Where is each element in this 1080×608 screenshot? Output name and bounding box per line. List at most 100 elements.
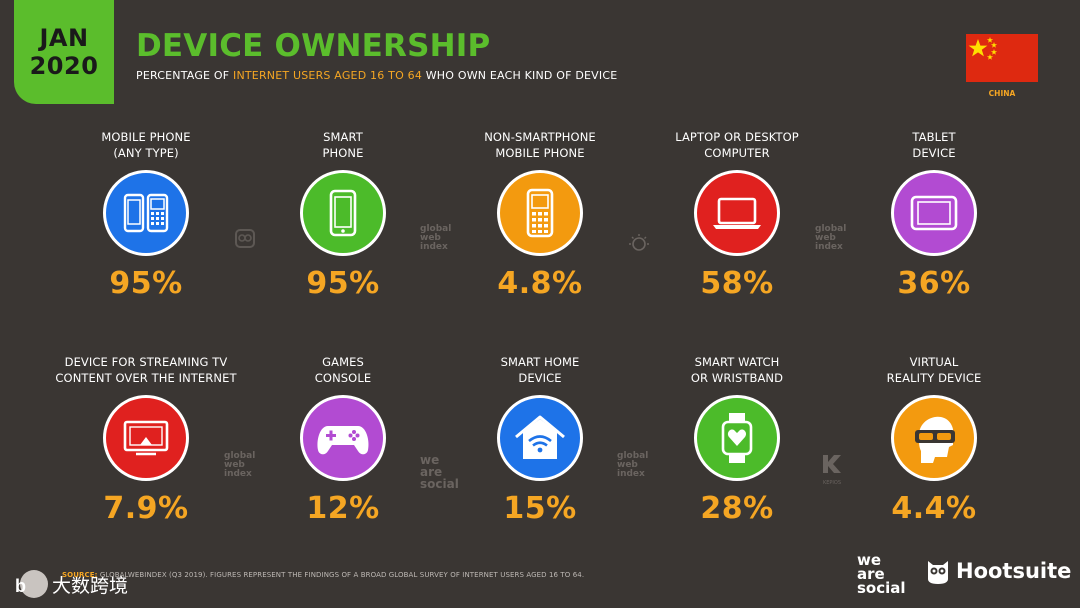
device-card-mobile-phone: MOBILE PHONE (ANY TYPE) 95% <box>53 129 239 301</box>
device-label-line2: (ANY TYPE) <box>113 146 179 160</box>
smartphone-icon <box>300 170 386 256</box>
device-label-line1: LAPTOP OR DESKTOP <box>675 130 799 144</box>
gwi-line3: index <box>617 469 645 479</box>
gwi-watermark: global web index <box>224 452 255 479</box>
device-card-streaming-tv: DEVICE FOR STREAMING TV CONTENT OVER THE … <box>53 354 239 526</box>
gamepad-icon <box>300 395 386 481</box>
device-label-line1: SMART <box>323 130 363 144</box>
gwi-line1: global <box>224 451 256 461</box>
device-label-line1: TABLET <box>912 130 956 144</box>
gwi-line1: global <box>617 451 649 461</box>
device-label: GAMES CONSOLE <box>250 354 436 386</box>
device-label: DEVICE FOR STREAMING TV CONTENT OVER THE … <box>53 354 239 386</box>
corner-logo-icon: b <box>15 570 48 598</box>
vr-headset-icon <box>891 395 977 481</box>
corner-logo: b 大数跨境 <box>8 566 128 602</box>
device-label: MOBILE PHONE (ANY TYPE) <box>53 129 239 161</box>
date-year: 2020 <box>29 52 99 80</box>
gwi-line2: web <box>617 460 638 470</box>
device-label-line1: GAMES <box>322 355 364 369</box>
device-value: 15% <box>503 491 577 526</box>
device-label-line1: SMART HOME <box>500 355 580 369</box>
device-card-non-smartphone: NON-SMARTPHONE MOBILE PHONE 4.8% <box>447 129 633 301</box>
date-month: JAN <box>39 24 89 52</box>
device-value: 58% <box>700 266 774 301</box>
device-label: SMART WATCH OR WRISTBAND <box>644 354 830 386</box>
gwi-line3: index <box>420 242 448 252</box>
device-card-games-console: GAMES CONSOLE 12% <box>250 354 436 526</box>
brand-we-line1: we <box>857 551 882 569</box>
device-label-line2: PHONE <box>322 146 364 160</box>
page-title: DEVICE OWNERSHIP <box>136 28 491 64</box>
device-label-line2: DEVICE <box>518 371 562 385</box>
source-text: GLOBALWEBINDEX (Q3 2019). FIGURES REPRES… <box>97 571 585 579</box>
brand-we-line3: social <box>857 579 906 597</box>
gwi-watermark: global web index <box>617 452 648 479</box>
we-are-social-logo: we are social <box>857 551 906 597</box>
gwi-line2: web <box>420 233 441 243</box>
device-label: NON-SMARTPHONE MOBILE PHONE <box>447 129 633 161</box>
page-subtitle: PERCENTAGE OF INTERNET USERS AGED 16 TO … <box>136 69 617 82</box>
hootsuite-label: Hootsuite <box>956 559 1072 583</box>
device-card-tablet: TABLET DEVICE 36% <box>841 129 1027 301</box>
we-line2: are <box>420 465 443 479</box>
streaming-tv-icon <box>103 395 189 481</box>
gwi-watermark: global web index <box>420 225 451 252</box>
device-label-line2: REALITY DEVICE <box>886 371 982 385</box>
hootsuite-owl-watermark-icon <box>234 227 256 253</box>
device-label-line2: CONTENT OVER THE INTERNET <box>55 371 237 385</box>
subtitle-pre: PERCENTAGE OF <box>136 69 233 82</box>
device-label-line1: SMART WATCH <box>694 355 780 369</box>
feature-phone-icon <box>497 170 583 256</box>
device-label: SMART HOME DEVICE <box>447 354 633 386</box>
owl-icon <box>928 561 948 584</box>
laptop-icon <box>694 170 780 256</box>
gwi-line1: global <box>815 224 847 234</box>
device-label: VIRTUAL REALITY DEVICE <box>841 354 1027 386</box>
smartwatch-icon <box>694 395 780 481</box>
device-label-line1: NON-SMARTPHONE <box>484 130 596 144</box>
device-card-smart-home: SMART HOME DEVICE 15% <box>447 354 633 526</box>
china-flag-icon <box>966 34 1038 82</box>
source-note: SOURCE: GLOBALWEBINDEX (Q3 2019). FIGURE… <box>62 571 584 579</box>
device-label: TABLET DEVICE <box>841 129 1027 161</box>
gwi-line3: index <box>815 242 843 252</box>
device-label: SMART PHONE <box>250 129 436 161</box>
device-value: 28% <box>700 491 774 526</box>
country-label: CHINA <box>988 89 1016 98</box>
device-label: LAPTOP OR DESKTOP COMPUTER <box>644 129 830 161</box>
device-card-laptop: LAPTOP OR DESKTOP COMPUTER 58% <box>644 129 830 301</box>
device-card-smartphone: SMART PHONE 95% <box>250 129 436 301</box>
date-badge: JAN 2020 <box>14 0 114 104</box>
device-value: 36% <box>897 266 971 301</box>
device-label-line2: OR WRISTBAND <box>690 371 784 385</box>
brand-we-line2: are <box>857 565 885 583</box>
gwi-line3: index <box>224 469 252 479</box>
device-value: 95% <box>306 266 380 301</box>
device-value: 12% <box>306 491 380 526</box>
device-label-line2: COMPUTER <box>704 146 770 160</box>
svg-text:b: b <box>15 576 26 596</box>
we-are-social-watermark: we are social <box>420 454 459 490</box>
lightbulb-watermark-icon <box>626 232 652 260</box>
we-line1: we <box>420 453 440 467</box>
device-value: 4.8% <box>497 266 583 301</box>
gwi-watermark: global web index <box>815 225 846 252</box>
device-label-line1: MOBILE PHONE <box>101 130 191 144</box>
subtitle-post: WHO OWN EACH KIND OF DEVICE <box>422 69 618 82</box>
device-label-line2: DEVICE <box>912 146 956 160</box>
smart-home-icon <box>497 395 583 481</box>
kepios-watermark-icon: KEPIOS <box>820 452 844 486</box>
gwi-line2: web <box>224 460 245 470</box>
device-label-line1: DEVICE FOR STREAMING TV <box>64 355 228 369</box>
kepios-label: KEPIOS <box>822 480 842 486</box>
device-card-smartwatch: SMART WATCH OR WRISTBAND 28% <box>644 354 830 526</box>
device-card-vr: VIRTUAL REALITY DEVICE 4.4% <box>841 354 1027 526</box>
subtitle-highlight: INTERNET USERS AGED 16 TO 64 <box>233 69 423 82</box>
source-label: SOURCE: <box>62 571 98 579</box>
device-label-line1: VIRTUAL <box>909 355 959 369</box>
we-line3: social <box>420 477 459 491</box>
hootsuite-logo: Hootsuite <box>926 557 1071 585</box>
gwi-line2: web <box>815 233 836 243</box>
device-label-line2: MOBILE PHONE <box>495 146 585 160</box>
